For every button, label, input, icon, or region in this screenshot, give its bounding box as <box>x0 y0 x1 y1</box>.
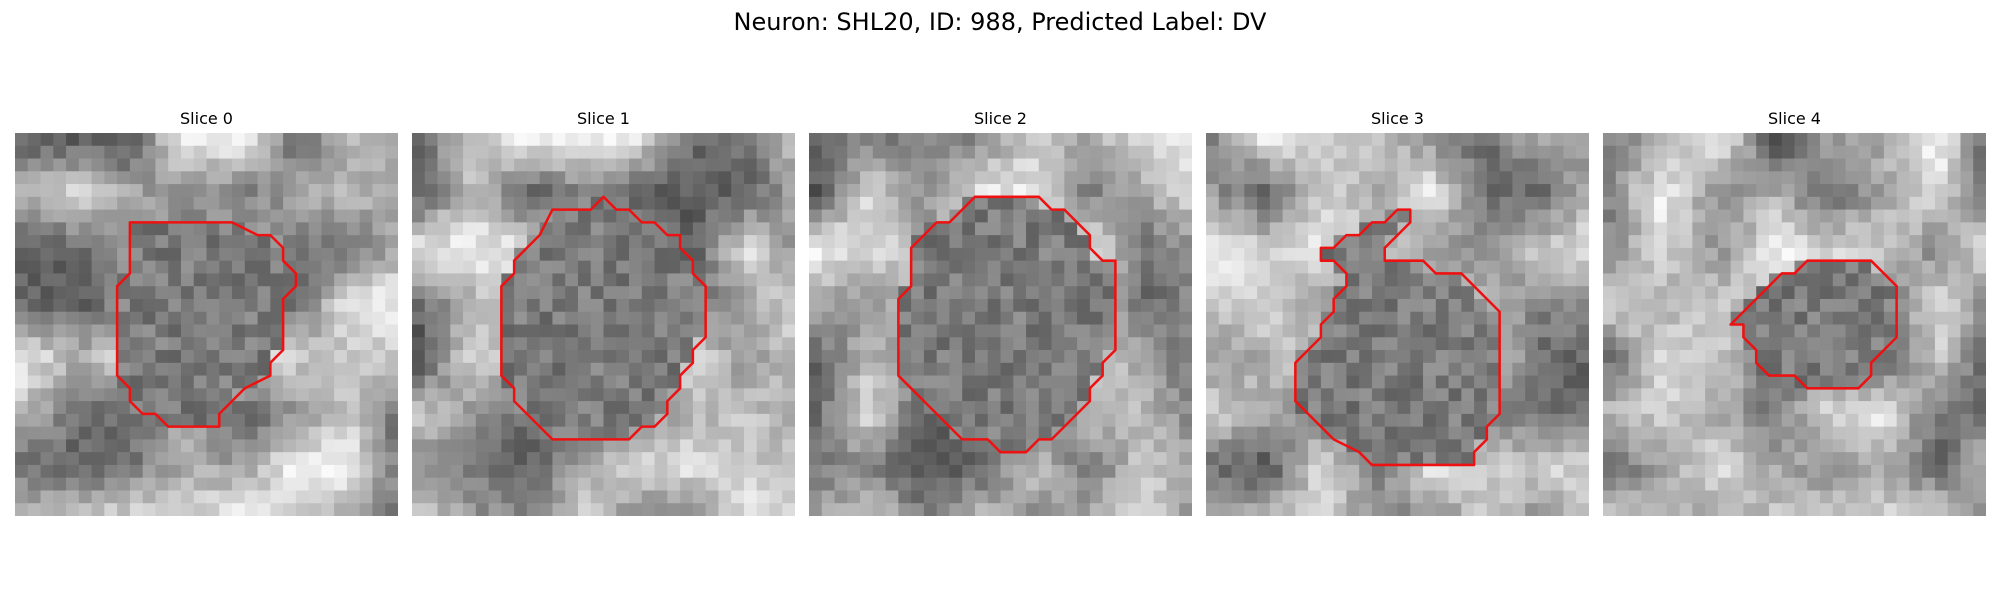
panel-slice-4: Slice 4 <box>1603 108 1986 516</box>
panel-title: Slice 2 <box>974 109 1027 128</box>
segmentation-contour <box>500 195 707 441</box>
figure-title: Neuron: SHL20, ID: 988, Predicted Label:… <box>733 8 1267 36</box>
panel-slice-2: Slice 2 <box>809 108 1192 516</box>
panel-title: Slice 0 <box>180 109 233 128</box>
slice-image <box>809 133 1192 516</box>
pixel-grid <box>1603 133 1986 516</box>
slice-image <box>1603 133 1986 516</box>
panel-title: Slice 3 <box>1371 109 1424 128</box>
pixel-grid <box>15 133 398 516</box>
panel-title: Slice 4 <box>1768 109 1821 128</box>
pixel-grid <box>1206 133 1589 516</box>
segmentation-contour <box>897 195 1117 454</box>
pixel-grid <box>809 133 1192 516</box>
slice-image <box>1206 133 1589 516</box>
panel-slice-3: Slice 3 <box>1206 108 1589 516</box>
pixel-grid <box>412 133 795 516</box>
segmentation-contour <box>1294 208 1501 467</box>
panel-slice-1: Slice 1 <box>412 108 795 516</box>
slice-image <box>412 133 795 516</box>
panel-slice-0: Slice 0 <box>15 108 398 516</box>
segmentation-contour <box>1729 259 1898 390</box>
segmentation-contour <box>115 221 298 428</box>
panel-title: Slice 1 <box>577 109 630 128</box>
slice-image <box>15 133 398 516</box>
